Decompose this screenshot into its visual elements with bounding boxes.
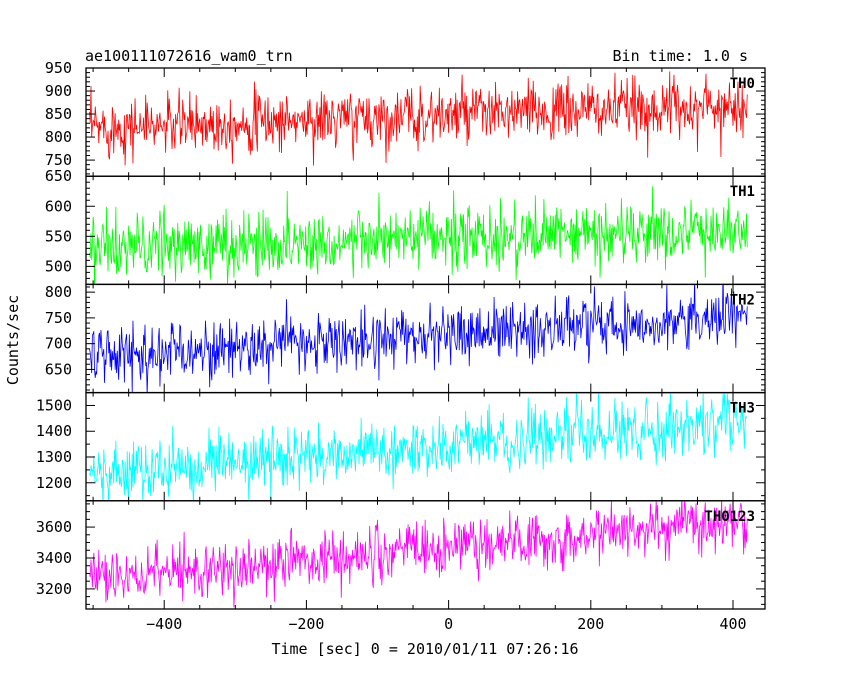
y-axis-title: Counts/sec [4,295,22,385]
y-tick-label: 800 [45,128,72,146]
chart-title: ae100111072616_wam0_trn [85,47,293,65]
x-axis: −400 −200 0 200 400 [146,615,746,633]
y-tick-label: 950 [45,59,72,77]
y-tick-label: 500 [45,257,72,275]
y-tick-label: 1300 [36,448,72,466]
series-th2-line [89,284,748,393]
y-tick-label: 750 [45,309,72,327]
panel-th3: 1200 1300 1400 1500 TH3 [36,391,766,502]
x-tick-label: −400 [146,615,182,633]
y-tick-label: 850 [45,105,72,123]
series-th0-line [89,71,748,166]
panel-frame [85,500,766,610]
y-tick-label: 1200 [36,474,72,492]
panel-th0: 750 800 850 900 950 TH0 [45,59,766,177]
panel-label-th2: TH2 [730,292,755,308]
series-th0123-line [89,500,748,608]
y-tick-label: 750 [45,151,72,169]
x-tick-label: 400 [719,615,746,633]
y-tick-label: 800 [45,283,72,301]
panel-th1: 500 550 600 650 TH1 [45,167,766,286]
panels-group: 750 800 850 900 950 TH0 500 550 600 650 TH1 650 700 7… [36,59,766,610]
y-tick-label: 3600 [36,518,72,536]
panel-label-th0: TH0 [730,76,755,92]
bin-time-label: Bin time: 1.0 s [613,47,748,65]
y-tick-label: 700 [45,335,72,353]
y-tick-label: 3200 [36,580,72,598]
x-tick-label: −200 [288,615,324,633]
y-tick-label: 900 [45,82,72,100]
panel-th2: 650 700 750 800 TH2 [45,283,766,394]
panel-th0123: 3200 3400 3600 TH0123 [36,500,766,610]
y-tick-label: 1400 [36,422,72,440]
series-th3-line [89,392,748,501]
panel-label-th3: TH3 [730,401,755,417]
y-tick-label: 600 [45,197,72,215]
x-axis-title: Time [sec] 0 = 2010/01/11 07:26:16 [271,640,578,658]
x-tick-label: 0 [444,615,453,633]
y-tick-label: 650 [45,167,72,185]
series-th1-line [89,186,748,285]
y-tick-label: 550 [45,227,72,245]
y-tick-label: 3400 [36,549,72,567]
panel-label-th0123: TH0123 [704,509,755,525]
x-tick-label: 200 [577,615,604,633]
panel-label-th1: TH1 [730,184,755,200]
y-tick-label: 1500 [36,396,72,414]
y-tick-label: 650 [45,360,72,378]
